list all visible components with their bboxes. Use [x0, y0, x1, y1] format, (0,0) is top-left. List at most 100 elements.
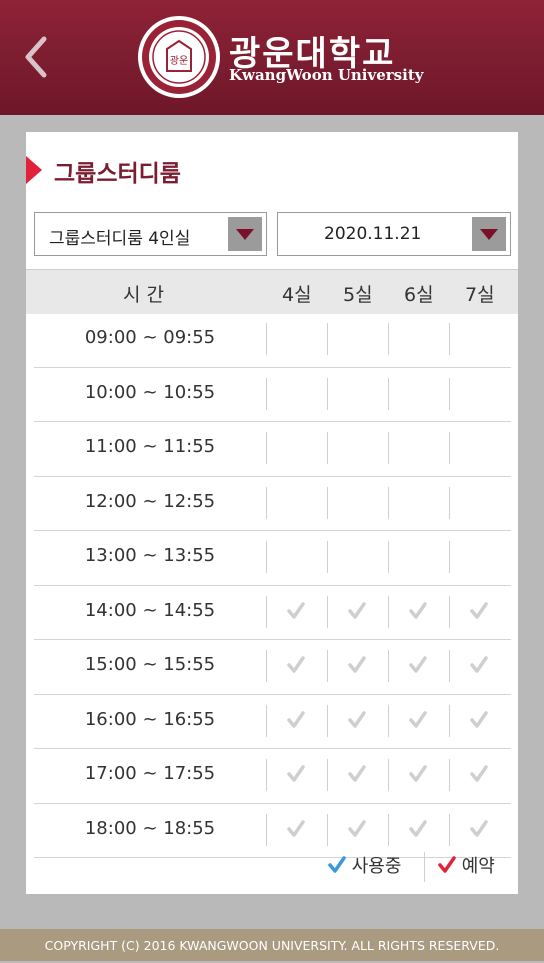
- dropdown-arrow-icon[interactable]: [228, 217, 262, 251]
- room-slot-cell: [449, 759, 510, 791]
- time-slot-label: 11:00 ~ 11:55: [84, 436, 216, 457]
- room-slot-cell: [449, 650, 510, 682]
- room-slot-cell: [266, 595, 327, 628]
- check-icon: [470, 656, 488, 673]
- dropdown-arrow-icon[interactable]: [472, 217, 506, 251]
- red-check-icon: [438, 856, 456, 873]
- check-icon: [409, 601, 427, 619]
- room-slot-cell[interactable]: [388, 486, 449, 519]
- room-slot-cell: [388, 650, 449, 682]
- room-slot-cell: [327, 595, 388, 628]
- check-icon: [470, 765, 488, 782]
- time-slot-label: 09:00 ~ 09:55: [84, 327, 216, 348]
- room-slot-cell[interactable]: [449, 323, 510, 355]
- room-type-select[interactable]: 그룹스터디룸 4인실: [34, 212, 267, 256]
- room-column-header: 7실: [465, 284, 495, 306]
- room-slot-cell: [388, 595, 449, 628]
- room-slot-cell[interactable]: [327, 432, 388, 464]
- room-column-header: 4실: [282, 284, 312, 306]
- time-slot-label: 10:00 ~ 10:55: [84, 381, 216, 403]
- room-slot-cell[interactable]: [327, 377, 388, 410]
- blue-check-icon: [328, 856, 346, 873]
- table-header: 시 간 4실 5실 6실 7실: [26, 269, 518, 314]
- room-column-header: 5실: [343, 284, 373, 306]
- check-icon: [348, 656, 366, 673]
- table-row: 16:00 ~ 16:55: [34, 695, 511, 749]
- room-slot-cell[interactable]: [388, 323, 449, 355]
- check-icon: [287, 765, 305, 782]
- room-slot-cell: [327, 813, 388, 846]
- room-slot-cell[interactable]: [266, 541, 327, 573]
- chevron-left-icon: [25, 36, 47, 78]
- room-slot-cell: [327, 704, 388, 737]
- room-type-value: 그룹스터디룸 4인실: [49, 229, 191, 249]
- time-slot-label: 16:00 ~ 16:55: [84, 708, 216, 730]
- room-slot-cell: [449, 595, 510, 628]
- room-slot-cell: [327, 650, 388, 682]
- title-marker-icon: [26, 156, 42, 184]
- room-slot-cell: [266, 650, 327, 682]
- table-row: 18:00 ~ 18:55: [34, 804, 511, 858]
- room-slot-cell[interactable]: [388, 541, 449, 573]
- legend-reserved-label: 예약: [461, 856, 495, 877]
- time-slot-table: 09:00 ~ 09:55 10:00 ~ 10:55 11:00 ~ 11:55 1…: [34, 313, 511, 858]
- time-slot-label: 14:00 ~ 14:55: [84, 599, 216, 621]
- check-icon: [470, 601, 488, 619]
- check-icon: [348, 601, 366, 619]
- time-slot-label: 12:00 ~ 12:55: [84, 490, 216, 512]
- check-icon: [409, 819, 427, 837]
- time-slot-label: 13:00 ~ 13:55: [84, 545, 216, 566]
- table-row: 12:00 ~ 12:55: [34, 477, 511, 531]
- room-slot-cell: [266, 759, 327, 791]
- time-slot-label: 18:00 ~ 18:55: [84, 817, 216, 839]
- room-slot-cell: [388, 759, 449, 791]
- room-slot-cell[interactable]: [449, 486, 510, 519]
- room-slot-cell: [327, 759, 388, 791]
- check-icon: [409, 710, 427, 728]
- svg-text:광운: 광운: [170, 55, 188, 67]
- legend-reserved: 예약: [438, 852, 495, 878]
- room-slot-cell[interactable]: [266, 486, 327, 519]
- room-slot-cell[interactable]: [327, 323, 388, 355]
- table-row: 14:00 ~ 14:55: [34, 586, 511, 640]
- check-icon: [287, 819, 305, 837]
- table-row: 15:00 ~ 15:55: [34, 640, 511, 695]
- time-column-header: 시 간: [123, 284, 164, 306]
- room-column-header: 6실: [404, 284, 434, 306]
- date-select[interactable]: 2020.11.21: [277, 212, 511, 256]
- check-icon: [348, 710, 366, 728]
- room-slot-cell: [388, 813, 449, 846]
- check-icon: [409, 765, 427, 782]
- room-slot-cell: [449, 813, 510, 846]
- room-slot-cell: [266, 813, 327, 846]
- room-slot-cell: [449, 704, 510, 737]
- table-row: 13:00 ~ 13:55: [34, 531, 511, 586]
- app-header: 광운 광운대학교 KwangWoon University: [0, 0, 544, 115]
- room-slot-cell[interactable]: [449, 377, 510, 410]
- room-slot-cell[interactable]: [266, 323, 327, 355]
- legend-divider: [424, 852, 425, 882]
- check-icon: [470, 819, 488, 837]
- back-button[interactable]: [20, 35, 52, 79]
- brand-english-name: KwangWoon University: [229, 66, 424, 84]
- room-slot-cell[interactable]: [449, 432, 510, 464]
- time-slot-label: 15:00 ~ 15:55: [84, 654, 216, 675]
- room-slot-cell[interactable]: [327, 486, 388, 519]
- date-value: 2020.11.21: [324, 224, 422, 244]
- table-row: 11:00 ~ 11:55: [34, 422, 511, 477]
- legend-in-use: 사용중: [328, 852, 401, 878]
- room-slot-cell[interactable]: [449, 541, 510, 573]
- legend-in-use-label: 사용중: [351, 856, 402, 877]
- page-title: 그룹스터디룸: [54, 161, 181, 187]
- table-row: 17:00 ~ 17:55: [34, 749, 511, 804]
- room-slot-cell[interactable]: [327, 541, 388, 573]
- room-slot-cell[interactable]: [266, 377, 327, 410]
- room-slot-cell[interactable]: [266, 432, 327, 464]
- check-icon: [348, 819, 366, 837]
- check-icon: [409, 656, 427, 673]
- room-slot-cell: [266, 704, 327, 737]
- room-slot-cell: [388, 704, 449, 737]
- room-slot-cell[interactable]: [388, 377, 449, 410]
- room-slot-cell[interactable]: [388, 432, 449, 464]
- footer-copyright: COPYRIGHT (C) 2016 KWANGWOON UNIVERSITY.…: [0, 929, 544, 961]
